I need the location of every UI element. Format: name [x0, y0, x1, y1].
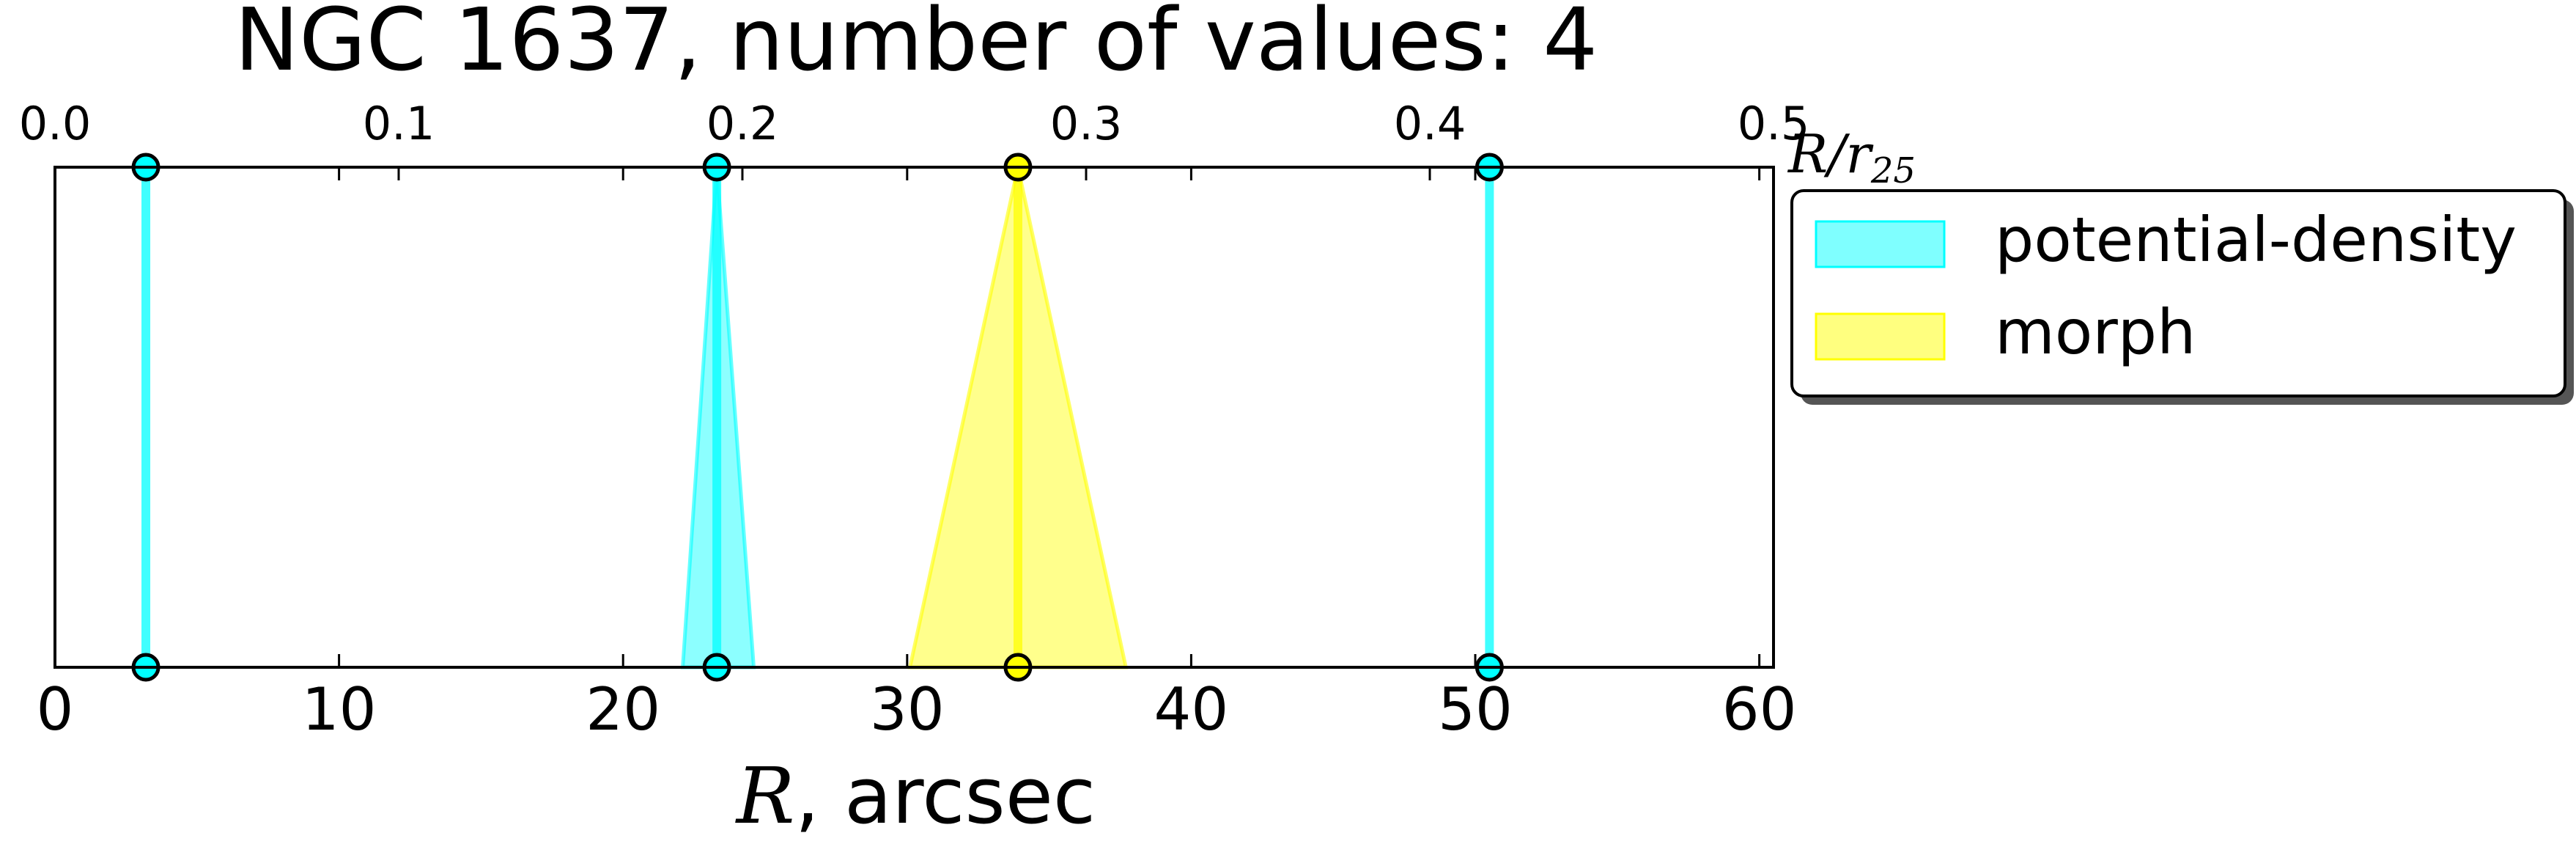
legend-label-1: morph	[1995, 296, 2196, 368]
top-axis-label-var: R/r	[1787, 123, 1873, 185]
bottom-tick-label-5: 50	[1438, 675, 1513, 744]
x-axis-label: R, arcsec	[735, 751, 1096, 841]
bottom-tick-label-3: 30	[870, 675, 945, 744]
plot-frame	[53, 166, 1775, 669]
top-axis: 0.0 0.1 0.2 0.3 0.4 0.5	[19, 97, 1810, 180]
top-tick-label-4: 0.4	[1394, 97, 1466, 150]
bottom-axis: 0 10 20 30 40 50 60	[37, 167, 1797, 744]
top-tick-label-0: 0.0	[19, 97, 92, 150]
bottom-tick-label-2: 20	[586, 675, 660, 744]
legend-swatch-0	[1815, 220, 1946, 268]
top-axis-label-sub: 25	[1870, 150, 1916, 191]
top-tick-label-1: 0.1	[363, 97, 435, 150]
legend-label-0: potential-density	[1995, 204, 2517, 276]
top-tick-label-2: 0.2	[706, 97, 779, 150]
bottom-tick-label-1: 10	[302, 675, 377, 744]
top-tick-label-5: 0.5	[1738, 97, 1810, 150]
data-marks	[131, 153, 1504, 682]
legend: potential-density morph	[1790, 189, 2574, 405]
legend-box	[1790, 189, 2566, 397]
bottom-tick-label-4: 40	[1154, 675, 1229, 744]
bottom-tick-label-6: 60	[1722, 675, 1797, 744]
chart-title: NGC 1637, number of values: 4	[235, 0, 1598, 90]
top-tick-label-3: 0.3	[1050, 97, 1123, 150]
x-axis-label-var: R	[735, 751, 795, 841]
top-axis-label: R/r25	[1787, 123, 1916, 191]
x-axis-label-unit: , arcsec	[795, 751, 1096, 841]
bottom-tick-label-0: 0	[37, 675, 74, 744]
legend-swatch-1	[1815, 312, 1946, 361]
